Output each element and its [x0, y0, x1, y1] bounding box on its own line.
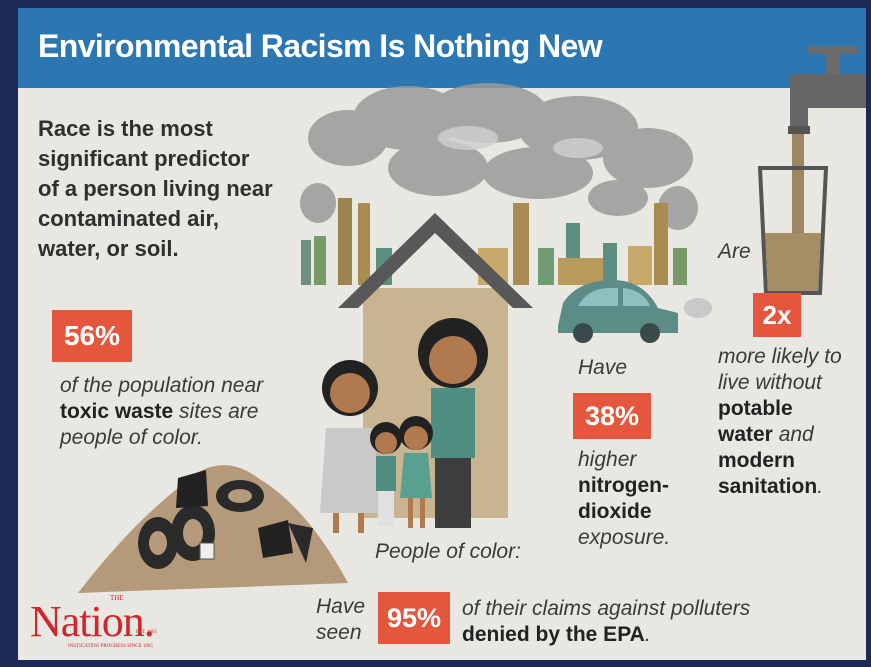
page: Environmental Racism Is Nothing New Race…: [0, 0, 871, 667]
stat-text: .: [645, 623, 651, 646]
intro-line: Race is the most: [38, 116, 213, 142]
trash-pile: [78, 465, 348, 593]
stat-figure: 38%: [573, 393, 651, 439]
stat-lead: People of color:: [375, 540, 521, 564]
stat-text: live without: [718, 371, 822, 395]
car: [558, 280, 712, 343]
stat-lead: seen: [316, 621, 362, 645]
stat-text: sites are: [173, 400, 258, 423]
stat-text: and: [773, 423, 814, 446]
intro-line: of a person living near: [38, 176, 273, 202]
stat-text: higher: [578, 448, 636, 472]
logo-tagline: INSTIGATING PROGRESS SINCE 1865: [68, 644, 153, 649]
stat-emphasis: denied by the EPA: [462, 623, 645, 646]
stat-text: people of color.: [60, 426, 203, 450]
stat-text: denied by the EPA.: [462, 623, 651, 647]
stat-emphasis: modern: [718, 449, 795, 473]
stat-text: toxic waste sites are: [60, 400, 258, 424]
stat-lead: Are: [718, 240, 751, 264]
stat-text: sanitation.: [718, 475, 823, 499]
intro-line: significant predictor: [38, 146, 249, 172]
stat-emphasis: nitrogen-: [578, 474, 669, 498]
title: Environmental Racism Is Nothing New: [38, 28, 602, 65]
intro-line: contaminated air,: [38, 206, 219, 232]
stat-emphasis: dioxide: [578, 500, 652, 524]
stat-text: .: [817, 475, 823, 498]
stat-figure: 95%: [378, 592, 450, 644]
stat-emphasis: water: [718, 423, 773, 446]
stat-text: of their claims against polluters: [462, 597, 750, 621]
logo-est: EST. 1865: [136, 630, 157, 635]
logo: Nation.: [30, 596, 154, 647]
stat-text: water and: [718, 423, 814, 447]
stat-text: of the population near: [60, 374, 263, 398]
intro-line: water, or soil.: [38, 236, 179, 262]
stat-figure: 56%: [52, 310, 132, 362]
stat-text: exposure.: [578, 526, 670, 550]
stat-figure: 2x: [753, 293, 801, 337]
stat-emphasis: toxic waste: [60, 400, 173, 423]
stat-lead: Have: [316, 595, 365, 619]
stat-emphasis: sanitation: [718, 475, 817, 498]
stat-text: more likely to: [718, 345, 842, 369]
stat-emphasis: potable: [718, 397, 793, 421]
infographic: Environmental Racism Is Nothing New Race…: [18, 8, 866, 660]
stat-lead: Have: [578, 356, 627, 380]
